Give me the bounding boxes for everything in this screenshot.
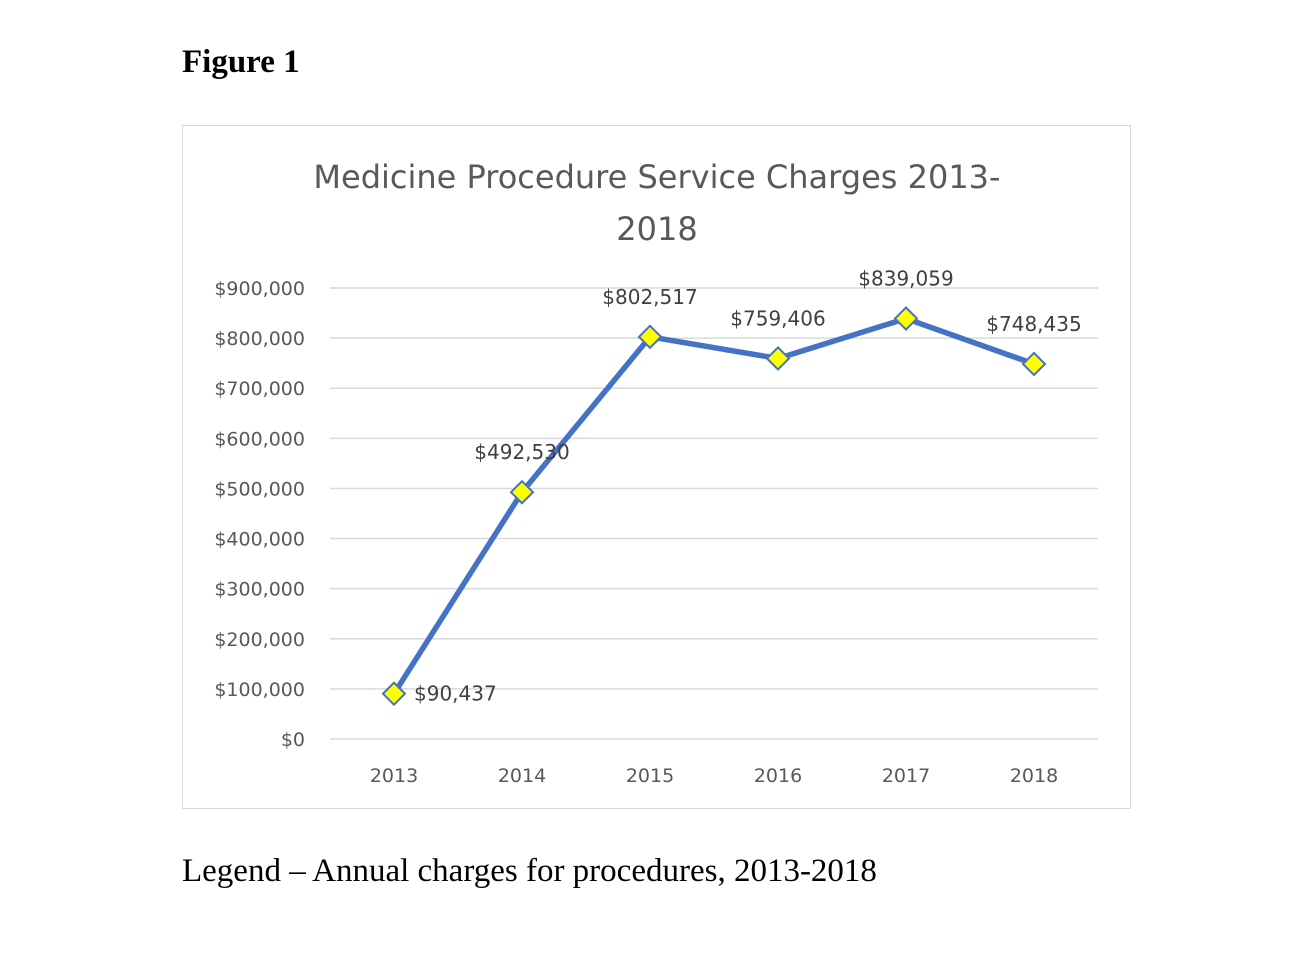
- line-chart: Medicine Procedure Service Charges 2013-…: [214, 158, 1098, 787]
- y-axis-ticks: $0 $100,000 $200,000 $300,000 $400,000 $500,0…: [214, 278, 305, 751]
- data-point-marker: [509, 479, 535, 505]
- y-tick-label: $300,000: [214, 579, 305, 601]
- data-point-marker: [765, 346, 791, 371]
- data-point-marker: [893, 306, 919, 331]
- data-label: $802,517: [602, 285, 697, 309]
- series-line: [391, 315, 1035, 696]
- x-tick-label: 2018: [1010, 765, 1058, 787]
- chart-title-line: Medicine Procedure Service Charges 2013-: [313, 158, 1000, 196]
- y-tick-label: $0: [281, 729, 305, 751]
- x-tick-label: 2015: [626, 765, 674, 787]
- series: [381, 306, 1047, 707]
- x-tick-label: 2013: [370, 765, 418, 787]
- figure-label: Figure 1: [182, 44, 300, 80]
- data-point-marker: [1021, 351, 1047, 377]
- data-label: $839,059: [858, 267, 953, 291]
- y-tick-label: $500,000: [214, 478, 305, 500]
- x-tick-label: 2017: [882, 765, 930, 787]
- y-tick-label: $800,000: [214, 328, 305, 350]
- data-label: $759,406: [730, 306, 825, 330]
- data-point-marker: [637, 324, 663, 350]
- y-tick-label: $100,000: [214, 679, 305, 701]
- chart-title: Medicine Procedure Service Charges 2013-…: [313, 158, 1000, 248]
- y-tick-label: $600,000: [214, 428, 305, 450]
- data-label: $90,437: [414, 682, 497, 706]
- y-tick-label: $400,000: [214, 529, 305, 551]
- data-point-marker: [381, 681, 407, 707]
- y-tick-label: $200,000: [214, 629, 305, 651]
- x-tick-label: 2014: [498, 765, 546, 787]
- y-tick-label: $900,000: [214, 278, 305, 300]
- data-label: $748,435: [986, 312, 1081, 336]
- data-label: $492,530: [474, 440, 569, 464]
- y-tick-label: $700,000: [214, 378, 305, 400]
- data-labels: $90,437 $492,530 $802,517 $759,406 $839,059 $…: [414, 267, 1082, 706]
- gridlines: [330, 287, 1098, 740]
- x-axis-ticks: 2013 2014 2015 2016 2017 2018: [370, 765, 1058, 787]
- chart-frame: Medicine Procedure Service Charges 2013-…: [182, 125, 1131, 809]
- chart-title-line: 2018: [616, 210, 697, 248]
- x-tick-label: 2016: [754, 765, 802, 787]
- figure-caption: Legend – Annual charges for procedures, …: [182, 853, 877, 889]
